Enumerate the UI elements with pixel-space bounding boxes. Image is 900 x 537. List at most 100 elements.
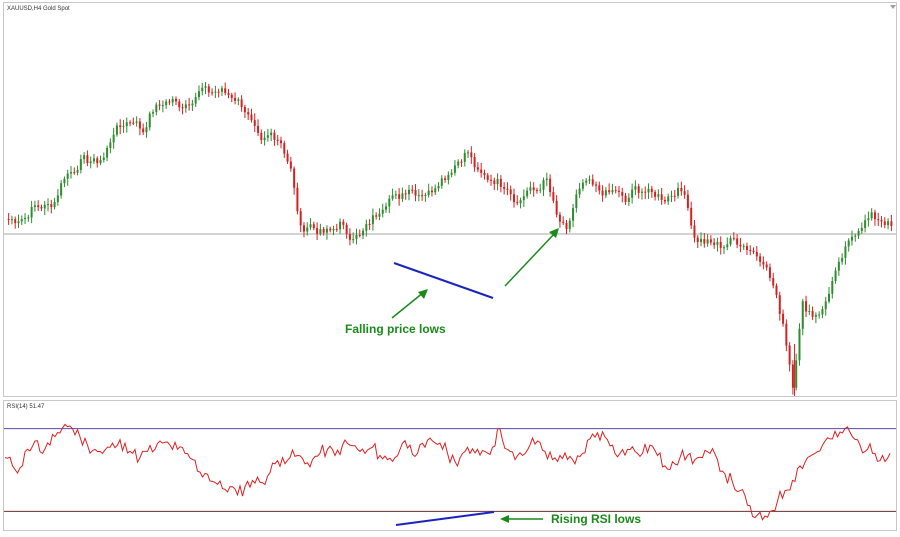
- candle: [818, 311, 821, 319]
- candle: [240, 95, 243, 112]
- candle: [33, 200, 36, 212]
- candle: [30, 200, 33, 224]
- price-pane-frame: [3, 2, 897, 397]
- candle: [644, 186, 647, 200]
- candle: [811, 306, 814, 320]
- candle: [831, 276, 834, 299]
- candle: [165, 99, 168, 109]
- rsi-pane-frame: [3, 400, 897, 531]
- candle: [253, 113, 256, 132]
- candle: [499, 175, 502, 193]
- candle: [102, 152, 105, 163]
- candle: [414, 184, 417, 202]
- candle: [660, 187, 663, 205]
- candle: [27, 214, 30, 222]
- candle: [447, 171, 450, 185]
- candle: [201, 82, 204, 96]
- candle: [145, 121, 148, 138]
- candle: [759, 253, 762, 267]
- candle: [535, 187, 538, 194]
- candle: [309, 218, 312, 230]
- candle: [404, 189, 407, 200]
- candle: [178, 98, 181, 112]
- candle: [847, 238, 850, 252]
- candle: [782, 309, 785, 327]
- candle: [588, 175, 591, 184]
- candle: [434, 184, 437, 195]
- candle: [76, 165, 79, 176]
- candle: [591, 174, 594, 187]
- candle: [444, 175, 447, 183]
- candle: [568, 218, 571, 233]
- candle: [457, 159, 460, 169]
- candle: [394, 190, 397, 199]
- candle: [578, 182, 581, 199]
- candle: [375, 212, 378, 220]
- candle: [857, 228, 860, 239]
- price-rise-arrow-head-icon: [549, 228, 559, 238]
- rsi-levels-group: [4, 428, 896, 512]
- candle: [778, 291, 781, 321]
- candle: [411, 184, 414, 194]
- candle: [211, 88, 214, 96]
- candle: [424, 192, 427, 202]
- candle: [263, 131, 266, 146]
- candle: [66, 169, 69, 186]
- candle: [598, 181, 601, 195]
- candle: [788, 342, 791, 372]
- candle: [667, 193, 670, 205]
- candle: [837, 257, 840, 276]
- candle: [99, 155, 102, 166]
- candle: [335, 223, 338, 232]
- candle: [742, 243, 745, 250]
- candle: [877, 212, 880, 226]
- candle: [10, 215, 13, 225]
- candle: [250, 108, 253, 123]
- candle: [483, 169, 486, 180]
- candle: [713, 238, 716, 249]
- rising-rsi-arrow-head-icon: [500, 515, 509, 523]
- candle: [762, 256, 765, 270]
- candle: [158, 100, 161, 111]
- candle: [880, 215, 883, 228]
- candle: [526, 187, 529, 199]
- candle: [83, 152, 86, 164]
- candle: [486, 172, 489, 183]
- candle: [155, 102, 158, 116]
- candle: [453, 160, 456, 176]
- candle: [217, 88, 220, 98]
- candle: [539, 183, 542, 194]
- candle: [683, 185, 686, 199]
- candle: [745, 242, 748, 256]
- candle: [430, 186, 433, 197]
- candle: [870, 208, 873, 221]
- candle: [316, 222, 319, 240]
- candle: [168, 99, 171, 106]
- candle: [224, 82, 227, 96]
- candle: [631, 183, 634, 204]
- price-rise-arrow-line: [504, 231, 557, 287]
- candle: [368, 219, 371, 231]
- candle: [332, 225, 335, 236]
- candle: [634, 180, 637, 196]
- candle: [14, 216, 17, 229]
- candle: [299, 207, 302, 233]
- candle: [260, 129, 263, 145]
- candle: [765, 261, 768, 271]
- candle: [234, 92, 237, 105]
- candle: [345, 222, 348, 239]
- candle: [480, 163, 483, 178]
- candle: [188, 97, 191, 111]
- candle: [257, 119, 260, 137]
- candle: [125, 117, 128, 133]
- candle: [640, 188, 643, 200]
- candle: [69, 166, 72, 179]
- rsi-line-group: [4, 423, 891, 521]
- candle: [565, 219, 568, 235]
- candle: [680, 181, 683, 196]
- candle: [237, 97, 240, 106]
- candle: [214, 85, 217, 98]
- candle: [20, 215, 23, 226]
